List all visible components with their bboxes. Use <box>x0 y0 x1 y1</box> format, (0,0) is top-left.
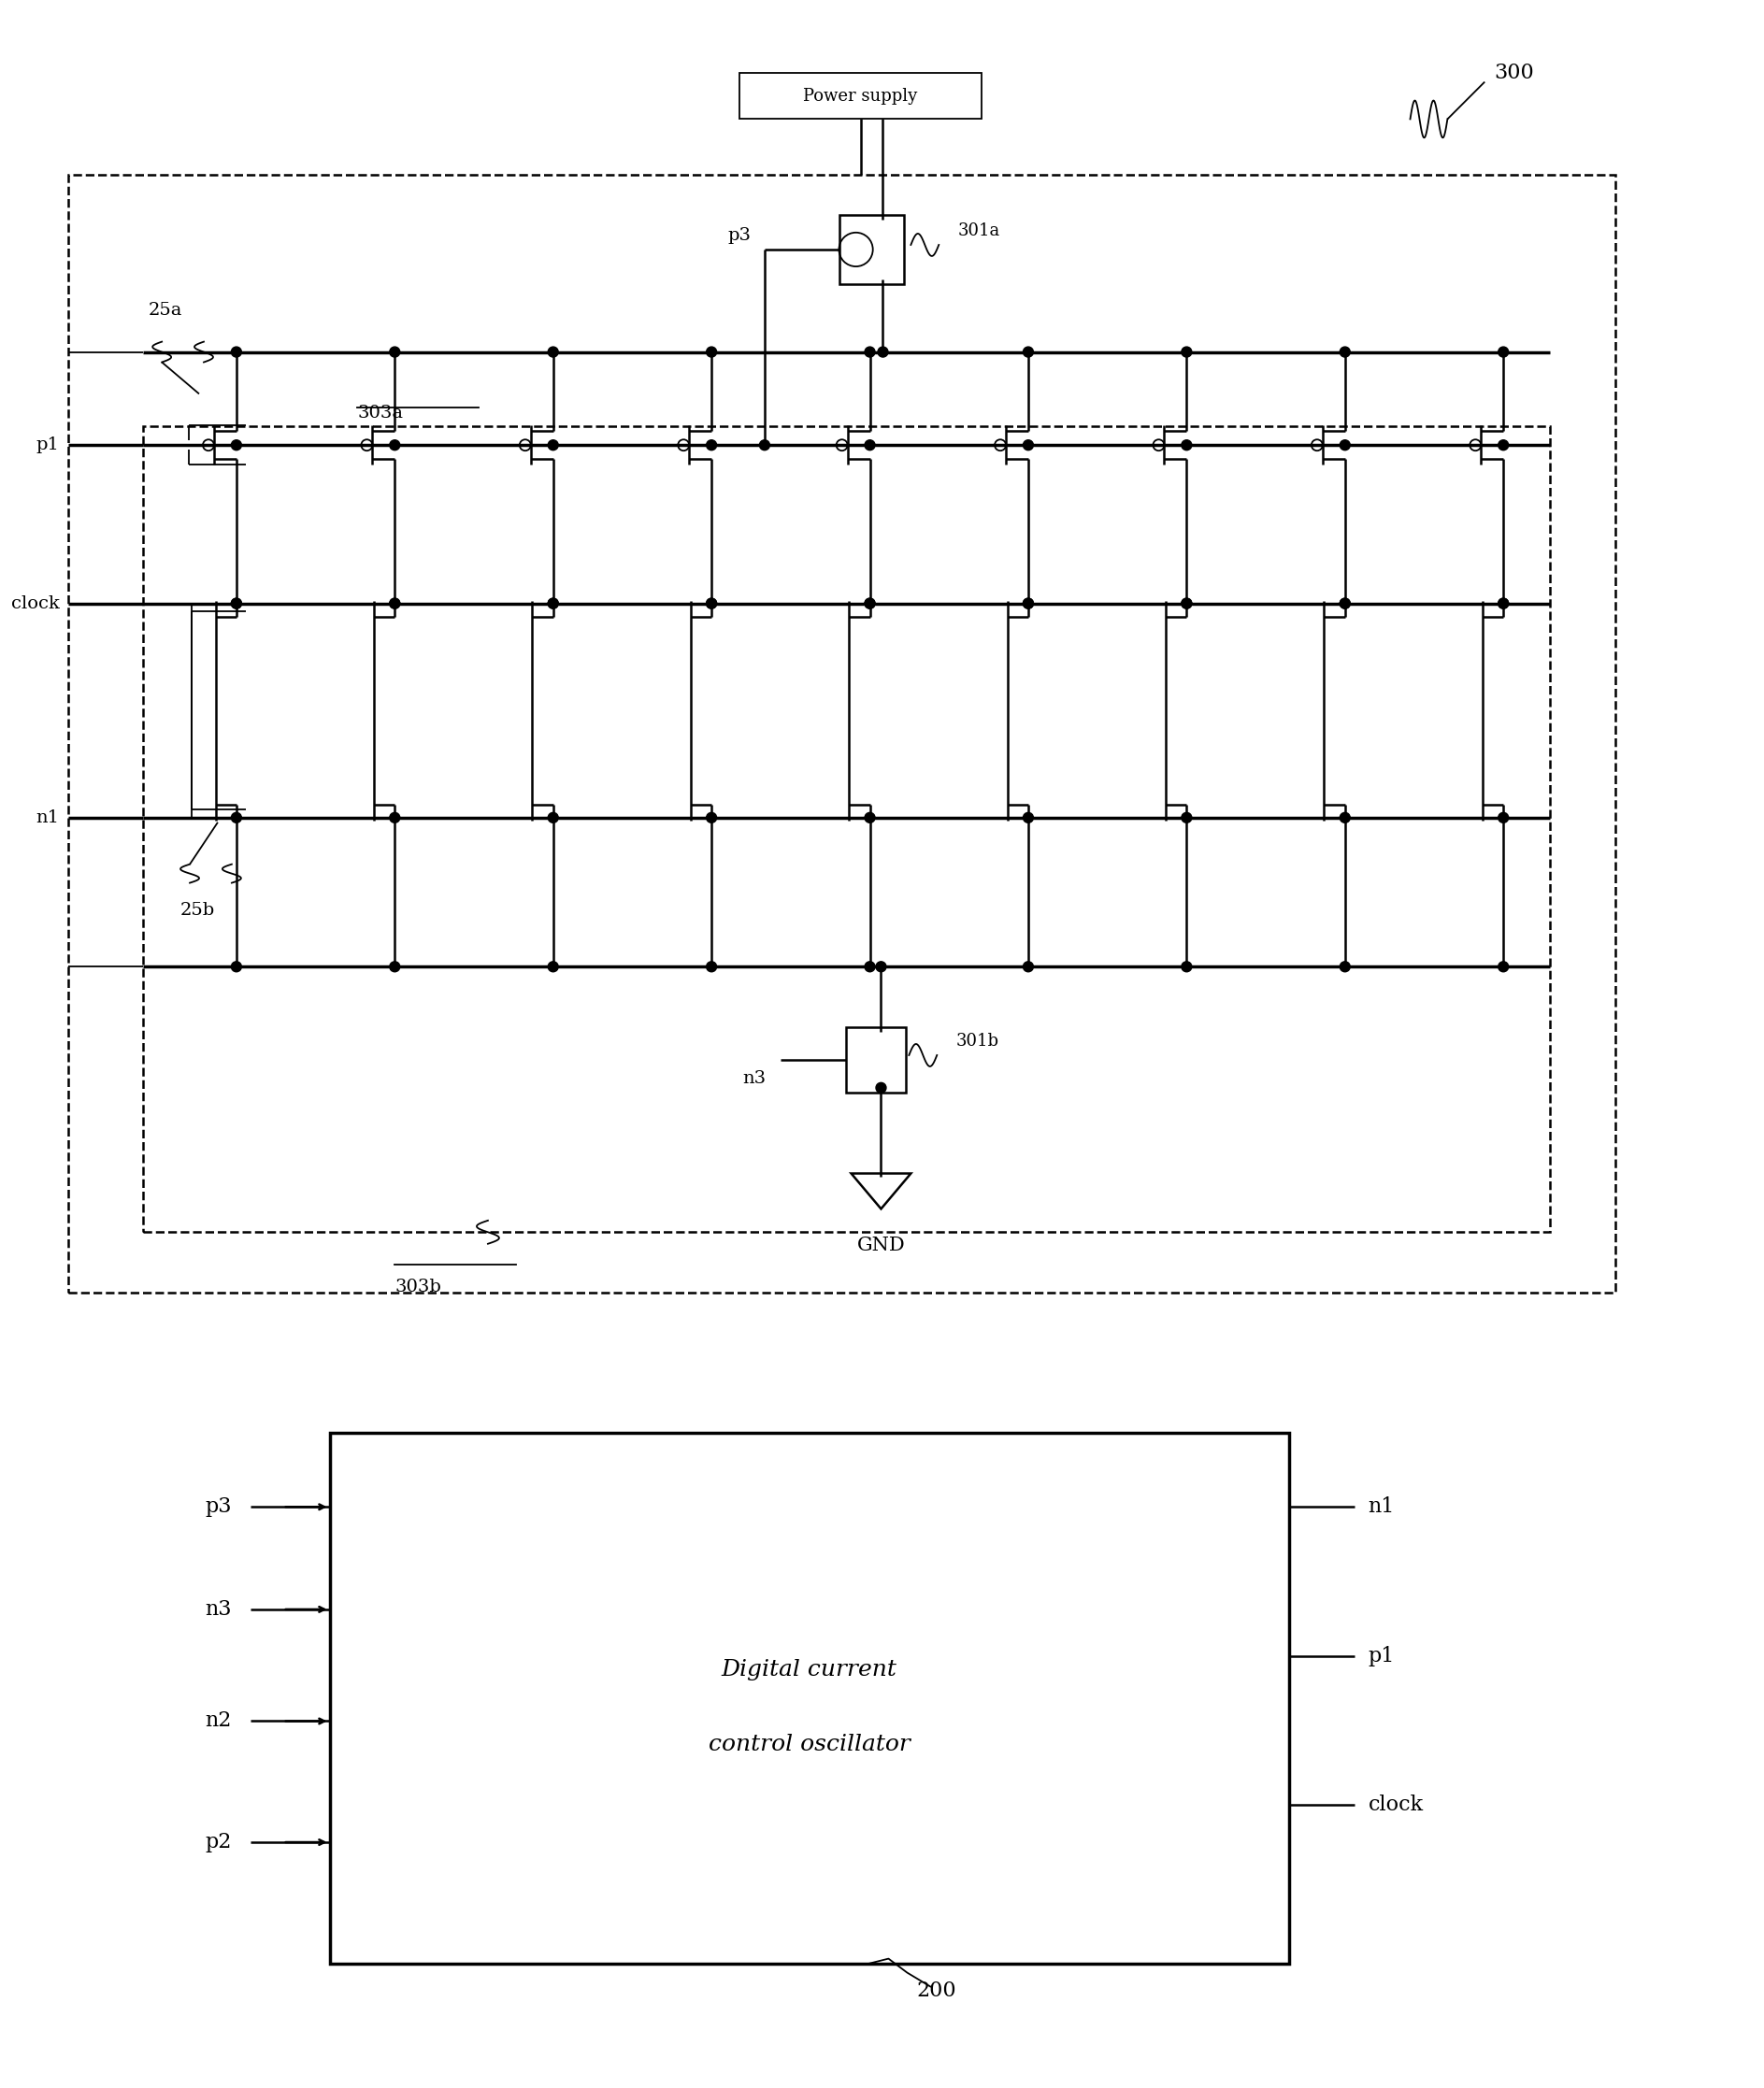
Circle shape <box>1023 812 1034 823</box>
Circle shape <box>864 347 875 357</box>
Circle shape <box>1023 599 1034 608</box>
Circle shape <box>1498 347 1508 357</box>
Circle shape <box>231 441 242 451</box>
Bar <box>330 1432 1289 1963</box>
Text: p1: p1 <box>1369 1645 1395 1666</box>
Text: 303a: 303a <box>358 405 404 422</box>
Circle shape <box>864 599 875 608</box>
Text: 25b: 25b <box>180 902 215 919</box>
Text: n1: n1 <box>1369 1497 1395 1518</box>
Circle shape <box>390 347 400 357</box>
Text: p3: p3 <box>727 228 751 244</box>
Circle shape <box>1023 347 1034 357</box>
Circle shape <box>1498 963 1508 971</box>
Circle shape <box>231 599 242 608</box>
Circle shape <box>1182 599 1192 608</box>
Circle shape <box>706 599 716 608</box>
Circle shape <box>706 441 716 451</box>
Text: n3: n3 <box>205 1599 231 1620</box>
Circle shape <box>1498 599 1508 608</box>
Circle shape <box>390 441 400 451</box>
Circle shape <box>877 1084 886 1092</box>
Circle shape <box>549 347 557 357</box>
Circle shape <box>706 812 716 823</box>
Text: p2: p2 <box>205 1831 231 1852</box>
Circle shape <box>1023 599 1034 608</box>
Circle shape <box>1023 441 1034 451</box>
Text: Power supply: Power supply <box>803 88 917 104</box>
Text: clock: clock <box>1369 1796 1424 1814</box>
Circle shape <box>1341 963 1349 971</box>
Circle shape <box>549 441 557 451</box>
Circle shape <box>878 347 887 357</box>
Text: clock: clock <box>11 595 60 612</box>
Circle shape <box>1341 347 1349 357</box>
Circle shape <box>1182 347 1192 357</box>
Circle shape <box>706 347 716 357</box>
Circle shape <box>549 812 557 823</box>
Text: 303b: 303b <box>395 1278 441 1295</box>
Text: control oscillator: control oscillator <box>709 1733 910 1756</box>
Text: 200: 200 <box>917 1982 956 2002</box>
Bar <box>143 426 1551 1232</box>
Circle shape <box>549 963 557 971</box>
Text: 301a: 301a <box>958 223 1000 240</box>
Text: p1: p1 <box>35 436 60 453</box>
Circle shape <box>231 347 242 357</box>
Text: Digital current: Digital current <box>721 1660 898 1681</box>
Circle shape <box>1498 441 1508 451</box>
Text: 25a: 25a <box>148 301 182 319</box>
Circle shape <box>1341 599 1349 608</box>
Text: n2: n2 <box>205 1710 231 1731</box>
Text: n3: n3 <box>743 1069 767 1088</box>
Text: 301b: 301b <box>956 1034 998 1050</box>
Text: GND: GND <box>857 1236 905 1255</box>
Circle shape <box>706 963 716 971</box>
Circle shape <box>877 963 886 971</box>
Circle shape <box>549 599 557 608</box>
Circle shape <box>231 963 242 971</box>
Circle shape <box>760 441 769 451</box>
Circle shape <box>1023 963 1034 971</box>
Circle shape <box>864 441 875 451</box>
Text: n1: n1 <box>35 810 60 827</box>
Circle shape <box>1341 441 1349 451</box>
Circle shape <box>706 599 716 608</box>
Bar <box>739 73 981 119</box>
Circle shape <box>549 599 557 608</box>
Circle shape <box>1182 963 1192 971</box>
Text: p3: p3 <box>205 1497 231 1518</box>
Circle shape <box>390 812 400 823</box>
Circle shape <box>1341 812 1349 823</box>
Circle shape <box>1341 599 1349 608</box>
Circle shape <box>231 599 242 608</box>
Circle shape <box>864 599 875 608</box>
Circle shape <box>231 812 242 823</box>
Circle shape <box>390 963 400 971</box>
Circle shape <box>1498 812 1508 823</box>
Bar <box>69 175 1616 1292</box>
Bar <box>845 1027 907 1092</box>
Circle shape <box>1182 441 1192 451</box>
Circle shape <box>390 599 400 608</box>
Bar <box>840 215 905 284</box>
Circle shape <box>864 812 875 823</box>
Text: 300: 300 <box>1494 63 1535 84</box>
Circle shape <box>390 599 400 608</box>
Circle shape <box>1498 599 1508 608</box>
Circle shape <box>1182 812 1192 823</box>
Circle shape <box>1182 599 1192 608</box>
Circle shape <box>864 963 875 971</box>
